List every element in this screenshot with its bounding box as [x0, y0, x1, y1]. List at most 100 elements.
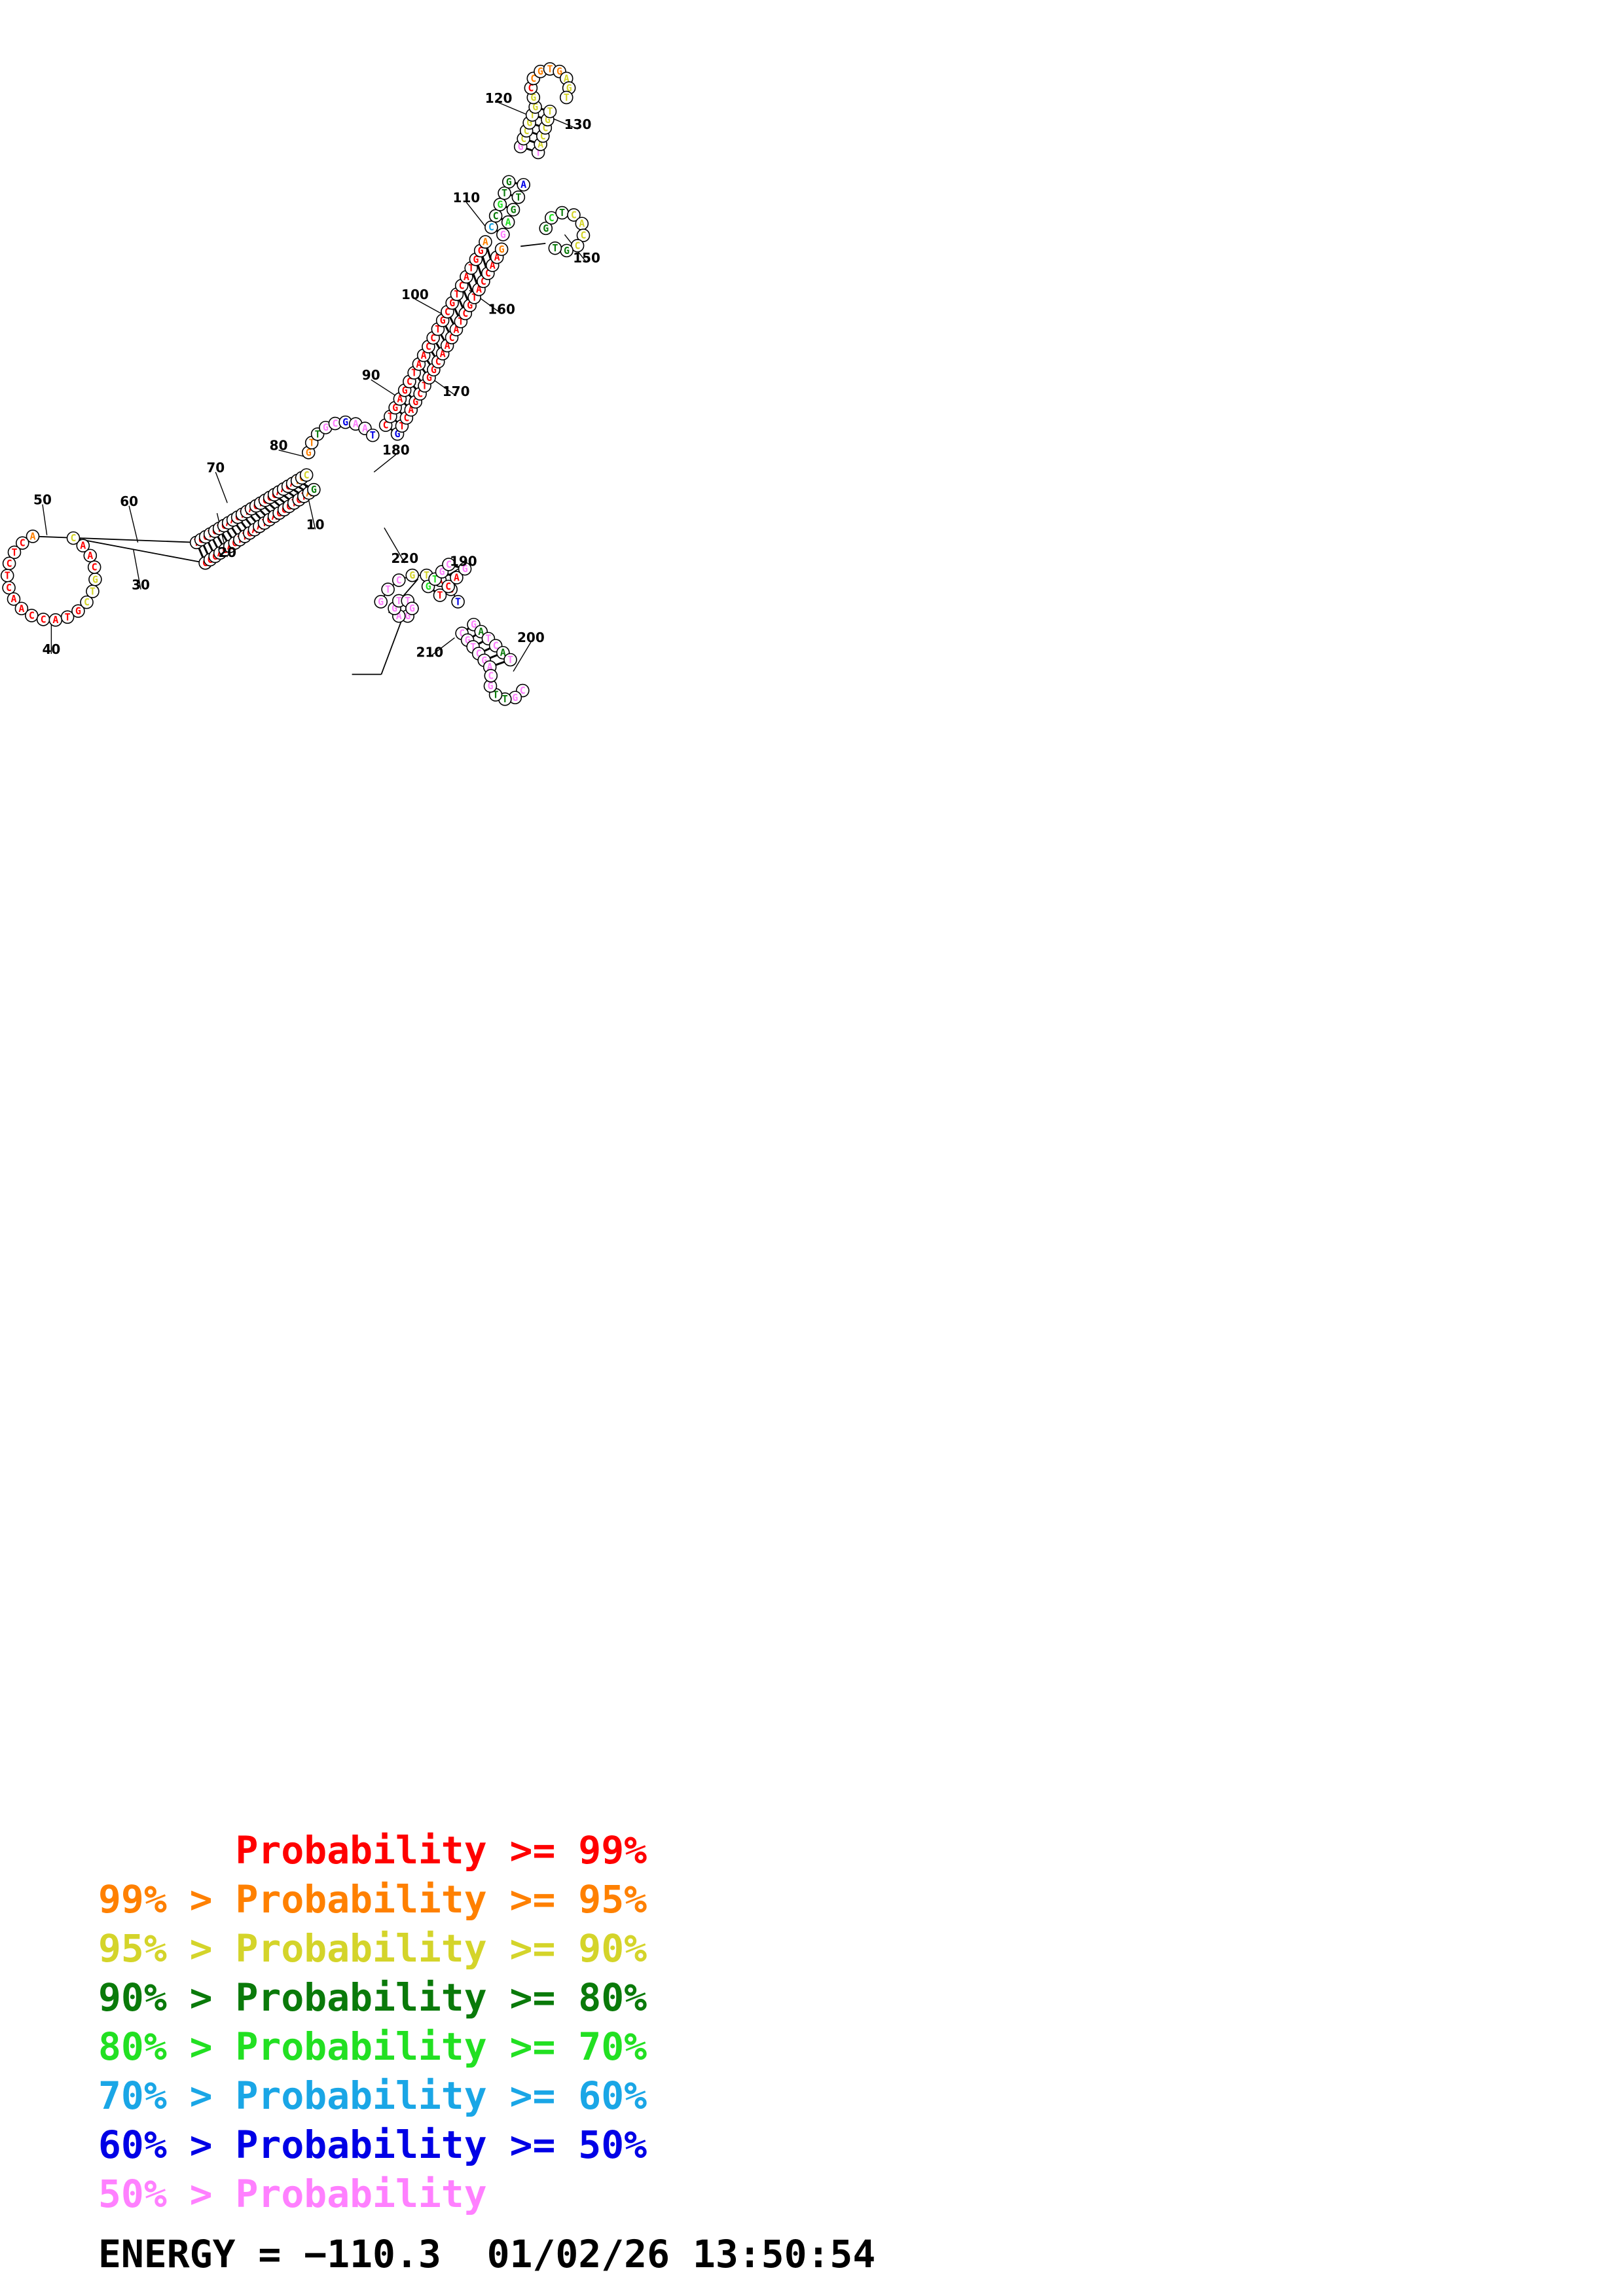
nucleotide-letter: C [446, 558, 452, 570]
nucleotide: T [381, 583, 395, 596]
nucleotide-letter: G [481, 655, 487, 666]
nucleotide-circle [548, 241, 562, 255]
nucleotide-letter: G [512, 692, 518, 704]
nucleotide-letter: T [507, 654, 513, 666]
legend-row: 90% > Probability >= 80% [98, 1973, 917, 2022]
energy-value: −110.3 [304, 2232, 441, 2276]
nucleotide-circle [7, 592, 21, 606]
nucleotide: C [87, 560, 101, 574]
nucleotide-circle [484, 220, 498, 234]
nucleotide-letter: C [449, 332, 455, 344]
legend-range-prefix: 60% > [98, 2123, 236, 2167]
position-number: 160 [488, 301, 515, 317]
position-number: 110 [452, 190, 480, 206]
nucleotide-letter: T [493, 689, 499, 701]
nucleotide-circle [392, 573, 406, 587]
nucleotide-letter: A [10, 593, 16, 605]
nucleotide-circle [576, 228, 591, 242]
nucleotide-circle [484, 669, 498, 683]
nucleotide-letter: G [323, 422, 329, 433]
nucleotide-letter: T [470, 641, 476, 653]
nucleotide-letter: C [575, 240, 581, 251]
nucleotide: G [560, 243, 574, 258]
nucleotide-letter: C [540, 130, 546, 142]
nucleotide: G [493, 198, 507, 211]
nucleotide-letter: T [309, 437, 315, 448]
nucleotide-letter: T [90, 586, 96, 598]
nucleotide-circle [544, 211, 558, 225]
nucleotide-circle [501, 175, 516, 189]
nucleotide: T [451, 595, 465, 609]
nucleotide-circle [374, 595, 388, 609]
legend-range-label: Probability >= 50% [235, 2123, 647, 2167]
nucleotide-letter: G [439, 566, 445, 578]
nucleotide-letter: T [455, 596, 461, 607]
nucleotide-circle [479, 235, 492, 249]
nucleotide-letter: A [505, 216, 511, 228]
nucleotide-circle [503, 653, 517, 667]
nucleotide-letter: C [528, 82, 534, 94]
nucleotide-letter: G [467, 300, 473, 312]
nucleotide: C [2, 556, 16, 571]
nucleotide: T [543, 104, 557, 118]
nucleotide: G [405, 568, 420, 583]
nucleotide-letter: A [416, 358, 422, 370]
nucleotide-letter: A [476, 283, 482, 295]
legend-range-label: Probability >= 80% [235, 1975, 647, 2020]
position-number: 90 [362, 367, 380, 383]
nucleotide-letter: T [454, 289, 460, 300]
legend-range-prefix: 99% > [98, 1877, 236, 1922]
nucleotide-letter: T [471, 291, 477, 303]
nucleotide-letter: A [80, 540, 86, 552]
position-tick [549, 117, 578, 130]
nucleotide-letter: C [459, 628, 465, 639]
nucleotide-letter: G [510, 204, 516, 215]
position-tick [498, 102, 527, 115]
nucleotide: A [479, 235, 492, 249]
backbone-segment [32, 535, 197, 543]
nucleotide-letter: A [483, 236, 488, 248]
legend-row: 50% > Probability [98, 2170, 917, 2219]
nucleotide: G [71, 604, 85, 618]
nucleotide-letter: C [520, 685, 526, 696]
nucleotide: C [544, 211, 558, 225]
nucleotide-letter: G [518, 141, 524, 152]
nucleotide: G [374, 595, 388, 609]
position-number: 150 [573, 250, 600, 266]
nucleotide: T [503, 653, 517, 667]
nucleotide-letter: G [556, 65, 562, 77]
nucleotide-letter: A [454, 572, 460, 584]
position-tick [465, 202, 489, 231]
position-number: 20 [218, 545, 236, 560]
nucleotide-letter: T [411, 367, 417, 379]
nucleotide-letter: C [476, 648, 482, 660]
nucleotide-letter: G [506, 176, 512, 188]
nucleotide-letter: C [493, 210, 499, 222]
nucleotide-letter: G [473, 253, 479, 265]
position-number: 10 [306, 517, 325, 533]
nucleotide-letter: G [530, 92, 536, 103]
nucleotide-letter: G [405, 610, 410, 622]
nucleotide-circle [488, 209, 503, 223]
nucleotide-letter: T [405, 595, 410, 607]
nucleotide-letter: T [399, 420, 405, 432]
nucleotide-letter: C [524, 125, 530, 137]
nucleotide-circle [450, 571, 464, 584]
nucleotide-letter: C [542, 122, 548, 134]
nucleotide: G [88, 572, 102, 586]
position-tick [414, 298, 445, 316]
nucleotide-letter: A [520, 179, 526, 190]
nucleotide-letter: C [407, 376, 412, 387]
nucleotide-letter: C [571, 209, 577, 221]
nucleotide-letter: G [465, 634, 471, 646]
nucleotide-letter: T [396, 595, 402, 607]
nucleotide-letter: C [549, 212, 555, 224]
nucleotide-circle [14, 601, 29, 616]
nucleotide-circle [405, 568, 420, 583]
legend-range-label: Probability >= 90% [235, 1926, 647, 1971]
nucleotide-letter: C [462, 308, 468, 319]
nucleotide-letter: C [493, 639, 499, 651]
position-tick [373, 454, 397, 473]
nucleotide-letter: C [403, 412, 409, 423]
nucleotide-letter: T [559, 207, 565, 219]
